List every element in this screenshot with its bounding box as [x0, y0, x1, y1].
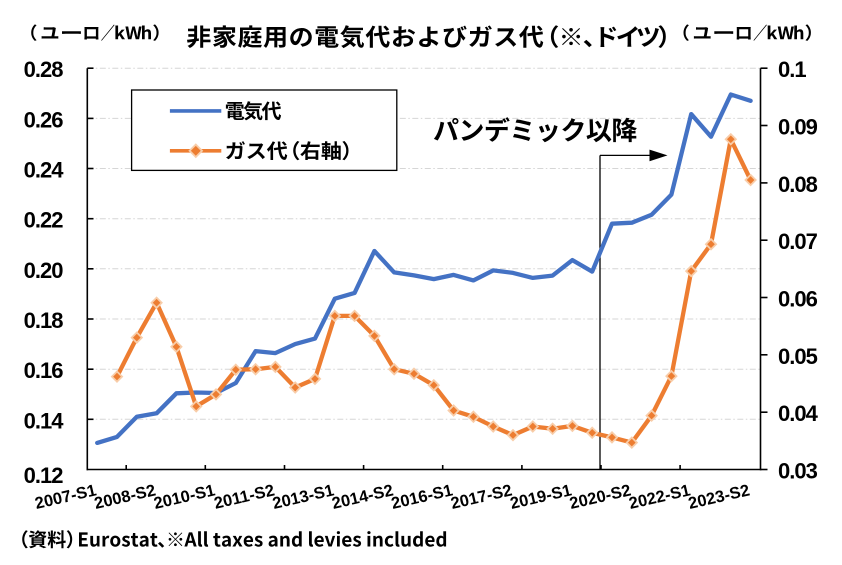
- svg-text:0.12: 0.12: [24, 463, 64, 488]
- svg-text:0.22: 0.22: [24, 208, 64, 233]
- svg-text:0.08: 0.08: [778, 172, 818, 197]
- svg-text:0.09: 0.09: [778, 115, 818, 140]
- svg-text:0.05: 0.05: [778, 344, 818, 369]
- svg-text:0.26: 0.26: [24, 107, 64, 132]
- svg-text:0.28: 0.28: [24, 57, 64, 82]
- svg-text:0.18: 0.18: [24, 308, 64, 333]
- svg-text:0.1: 0.1: [778, 57, 806, 82]
- svg-text:0.04: 0.04: [778, 401, 819, 426]
- svg-text:0.07: 0.07: [778, 229, 818, 254]
- svg-text:0.20: 0.20: [24, 258, 64, 283]
- svg-text:0.14: 0.14: [24, 408, 65, 433]
- svg-text:0.16: 0.16: [24, 358, 64, 383]
- svg-text:0.03: 0.03: [778, 459, 818, 484]
- svg-text:0.24: 0.24: [24, 158, 65, 183]
- svg-text:0.06: 0.06: [778, 287, 818, 312]
